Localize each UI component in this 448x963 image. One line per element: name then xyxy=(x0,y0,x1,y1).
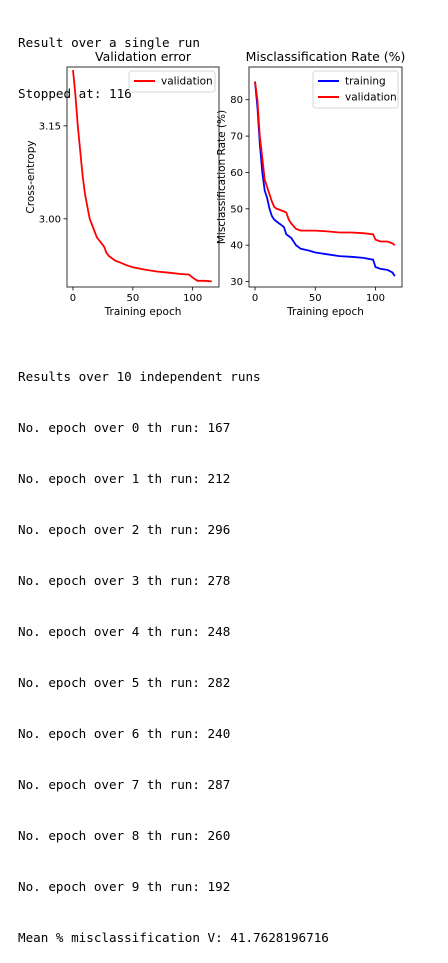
legend-label-validation: validation xyxy=(161,76,213,88)
bottom-output-block: Results over 10 independent runs No. epo… xyxy=(18,334,329,963)
chart-title: Misclassification Rate (%) xyxy=(246,49,406,64)
output-line-run-3: No. epoch over 3 th run: 278 xyxy=(18,572,329,589)
output-line-run-7: No. epoch over 7 th run: 287 xyxy=(18,776,329,793)
y-tick-label: 30 xyxy=(230,277,243,288)
series-line-training xyxy=(255,82,395,277)
x-tick-label: 100 xyxy=(183,293,202,304)
plot-frame xyxy=(67,67,219,287)
y-tick-label: 3.00 xyxy=(39,214,61,225)
x-tick-label: 0 xyxy=(70,293,76,304)
x-tick-label: 0 xyxy=(252,293,258,304)
y-tick-label: 40 xyxy=(230,241,243,252)
series-line-validation xyxy=(73,70,212,281)
legend-label-training: training xyxy=(345,76,386,88)
x-axis-label: Training epoch xyxy=(104,306,182,318)
legend-label-validation: validation xyxy=(345,92,397,104)
x-tick-label: 100 xyxy=(366,293,385,304)
charts-figure: Validation error 0 50 100 3.00 3.15 Training e… xyxy=(0,0,448,330)
output-line-run-6: No. epoch over 6 th run: 240 xyxy=(18,725,329,742)
y-tick-label: 70 xyxy=(230,132,243,143)
y-tick-label: 60 xyxy=(230,168,243,179)
y-tick-label: 80 xyxy=(230,95,243,106)
output-line-run-2: No. epoch over 2 th run: 296 xyxy=(18,521,329,538)
x-tick-label: 50 xyxy=(126,293,139,304)
chart-title: Validation error xyxy=(95,49,192,64)
output-line-run-0: No. epoch over 0 th run: 167 xyxy=(18,419,329,436)
y-axis-label: Cross-entropy xyxy=(25,140,37,213)
output-line-run-9: No. epoch over 9 th run: 192 xyxy=(18,878,329,895)
output-line-results-header: Results over 10 independent runs xyxy=(18,368,329,385)
output-line-mean: Mean % misclassification V: 41.762819671… xyxy=(18,929,329,946)
output-line-run-1: No. epoch over 1 th run: 212 xyxy=(18,470,329,487)
chart-0: Validation error 0 50 100 3.00 3.15 Training e… xyxy=(25,49,219,318)
output-line-run-8: No. epoch over 8 th run: 260 xyxy=(18,827,329,844)
x-tick-label: 50 xyxy=(309,293,322,304)
x-axis-label: Training epoch xyxy=(286,306,364,318)
chart-1: Misclassification Rate (%) 0 50 100 30 40 50 60… xyxy=(216,49,405,318)
y-tick-label: 50 xyxy=(230,204,243,215)
output-line-run-5: No. epoch over 5 th run: 282 xyxy=(18,674,329,691)
y-axis-label: Misclassification Rate (%) xyxy=(216,110,228,244)
y-tick-label: 3.15 xyxy=(39,121,61,132)
output-line-run-4: No. epoch over 4 th run: 248 xyxy=(18,623,329,640)
